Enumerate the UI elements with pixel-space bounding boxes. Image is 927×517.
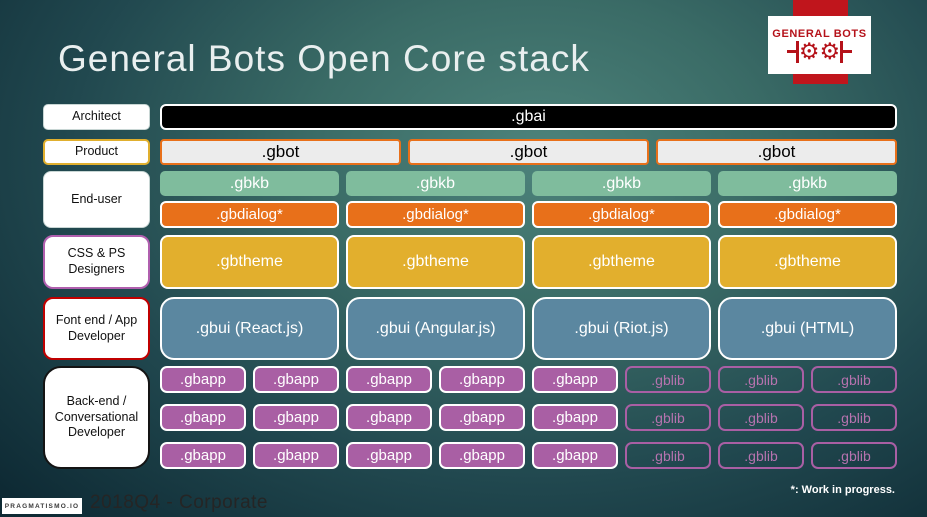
gblib-box: .gblib — [718, 442, 804, 469]
gbapp-box: .gbapp — [346, 404, 432, 431]
gbkb-box: .gbkb — [718, 171, 897, 196]
role-label-frontend-app-developer: Font end / App Developer — [43, 297, 150, 360]
row-gbai: .gbai — [160, 104, 897, 130]
gbkb-box: .gbkb — [160, 171, 339, 196]
gbot-box: .gbot — [408, 139, 649, 165]
gear-bar-left — [795, 40, 799, 63]
role-label-end-user: End-user — [43, 171, 150, 228]
gbapp-box: .gbapp — [439, 442, 525, 469]
gbapp-box: .gbapp — [253, 404, 339, 431]
gbkb-box: .gbkb — [532, 171, 711, 196]
gbapp-box: .gbapp — [346, 366, 432, 393]
role-label-backend-conversational-developer: Back-end / Conversational Developer — [43, 366, 150, 469]
gbapp-box: .gbapp — [439, 404, 525, 431]
slide-footer-caption: 2018Q4 - Corporate — [90, 492, 268, 513]
gbui-html-box: .gbui (HTML) — [718, 297, 897, 360]
logo-wordmark: GENERAL BOTS — [772, 27, 867, 40]
row-gbtheme: .gbtheme .gbtheme .gbtheme .gbtheme — [160, 235, 897, 289]
gbtheme-box: .gbtheme — [532, 235, 711, 289]
gbui-riot-box: .gbui (Riot.js) — [532, 297, 711, 360]
row-gbui: .gbui (React.js) .gbui (Angular.js) .gbu… — [160, 297, 897, 360]
gbot-box: .gbot — [656, 139, 897, 165]
gbapp-box: .gbapp — [160, 442, 246, 469]
gblib-box: .gblib — [625, 404, 711, 431]
gbapp-box: .gbapp — [160, 404, 246, 431]
general-bots-logo: GENERAL BOTS ⚙ ⚙ — [768, 16, 871, 74]
gblib-box: .gblib — [811, 366, 897, 393]
gear-line-left — [786, 50, 796, 53]
gbtheme-box: .gbtheme — [346, 235, 525, 289]
gbapp-box: .gbapp — [160, 366, 246, 393]
row-gbkb: .gbkb .gbkb .gbkb .gbkb — [160, 171, 897, 196]
row-gbdialog: .gbdialog* .gbdialog* .gbdialog* .gbdial… — [160, 201, 897, 228]
gbapp-box: .gbapp — [253, 366, 339, 393]
gbapp-box: .gbapp — [532, 442, 618, 469]
row-gbapp-1: .gbapp .gbapp .gbapp .gbapp .gbapp .gbli… — [160, 366, 897, 393]
row-gbapp-2: .gbapp .gbapp .gbapp .gbapp .gbapp .gbli… — [160, 404, 897, 431]
gblib-box: .gblib — [625, 366, 711, 393]
gbai-box: .gbai — [160, 104, 897, 130]
gblib-box: .gblib — [811, 404, 897, 431]
gblib-box: .gblib — [811, 442, 897, 469]
gblib-box: .gblib — [718, 366, 804, 393]
gblib-box: .gblib — [718, 404, 804, 431]
work-in-progress-note: *: Work in progress. — [790, 484, 895, 496]
gear-line-right — [843, 50, 853, 53]
gbdialog-box: .gbdialog* — [532, 201, 711, 228]
gbdialog-box: .gbdialog* — [346, 201, 525, 228]
pragmatismo-brand-badge: PRAGMATISMO.IO — [2, 498, 82, 514]
gbapp-box: .gbapp — [346, 442, 432, 469]
gbtheme-box: .gbtheme — [718, 235, 897, 289]
role-label-product: Product — [43, 139, 150, 165]
gbui-angular-box: .gbui (Angular.js) — [346, 297, 525, 360]
gbdialog-box: .gbdialog* — [718, 201, 897, 228]
page-title: General Bots Open Core stack — [58, 38, 590, 79]
gbapp-box: .gbapp — [532, 404, 618, 431]
row-gbot: .gbot .gbot .gbot — [160, 139, 897, 165]
gbapp-box: .gbapp — [253, 442, 339, 469]
gbdialog-box: .gbdialog* — [160, 201, 339, 228]
gbapp-box: .gbapp — [439, 366, 525, 393]
gears-icon: ⚙ ⚙ — [786, 38, 853, 65]
gbapp-box: .gbapp — [532, 366, 618, 393]
gbkb-box: .gbkb — [346, 171, 525, 196]
gear-icon: ⚙ — [819, 38, 841, 65]
gear-bar-right — [840, 40, 844, 63]
gblib-box: .gblib — [625, 442, 711, 469]
gbtheme-box: .gbtheme — [160, 235, 339, 289]
role-label-architect: Architect — [43, 104, 150, 130]
gear-icon: ⚙ — [798, 38, 820, 65]
row-gbapp-3: .gbapp .gbapp .gbapp .gbapp .gbapp .gbli… — [160, 442, 897, 469]
role-label-css-ps-designers: CSS & PS Designers — [43, 235, 150, 289]
gbui-react-box: .gbui (React.js) — [160, 297, 339, 360]
gbot-box: .gbot — [160, 139, 401, 165]
